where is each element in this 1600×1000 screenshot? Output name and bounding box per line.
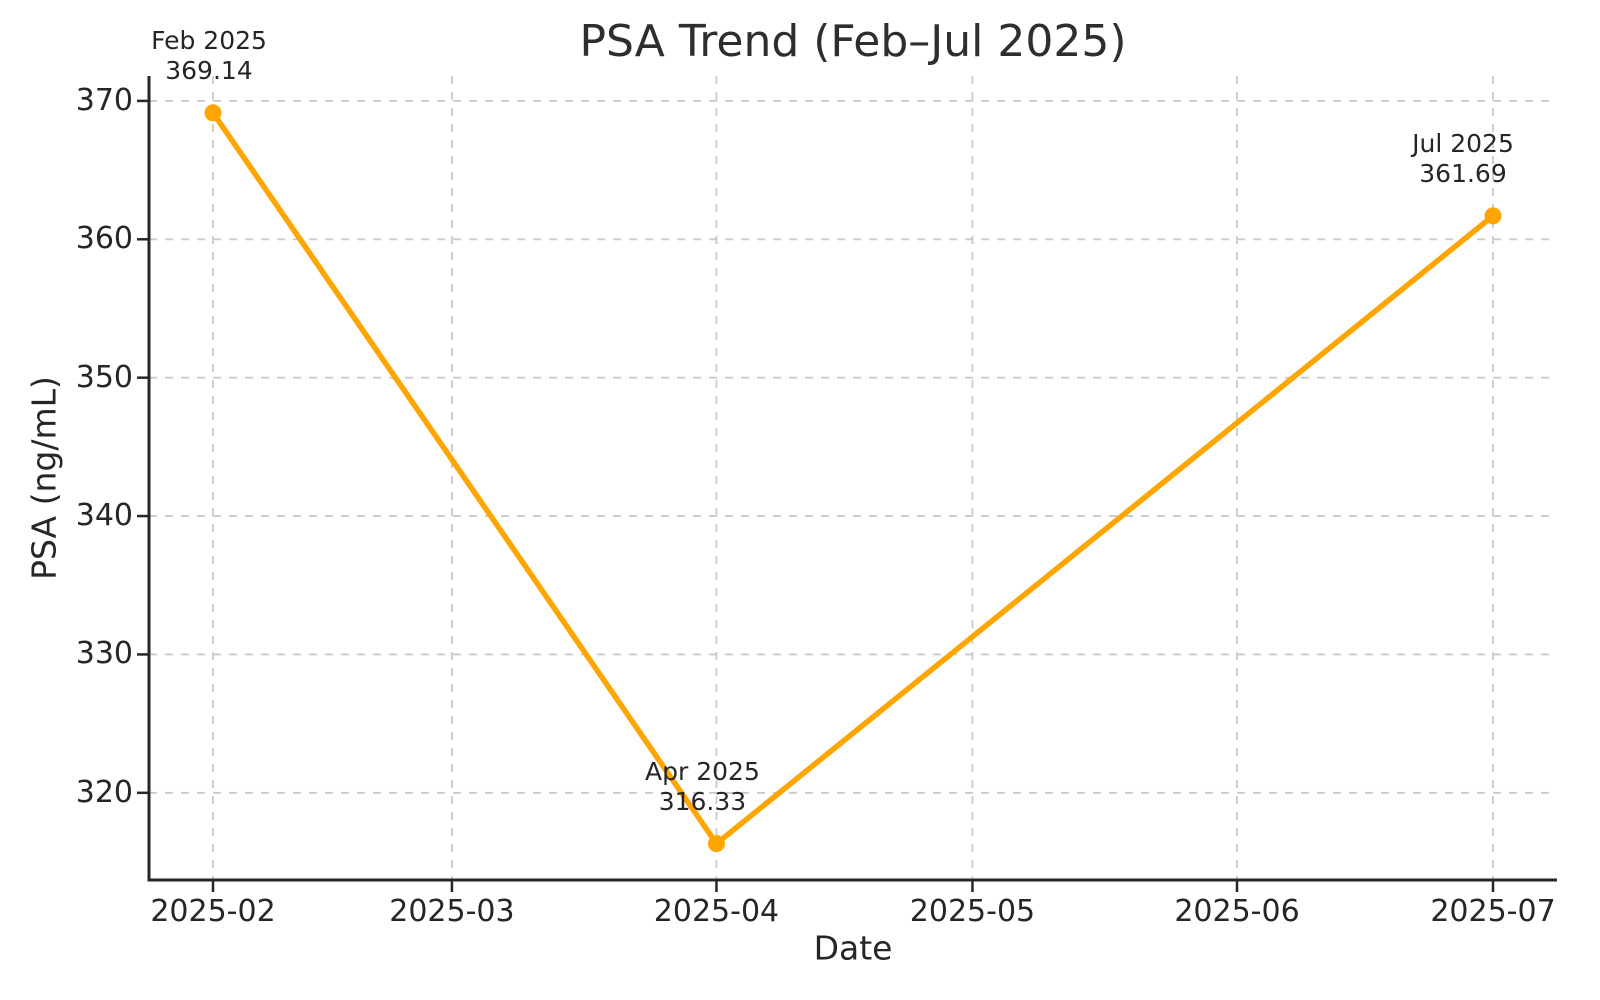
y-tick-label: 370	[75, 82, 133, 118]
x-tick-label: 2025-06	[1174, 894, 1300, 929]
y-tick-label: 350	[75, 359, 133, 395]
annotation-value: 361.69	[1419, 158, 1507, 188]
x-tick-label: 2025-04	[653, 894, 780, 929]
y-tick-label: 330	[75, 636, 133, 672]
point-annotation: Feb 2025 369.14	[151, 26, 267, 86]
y-tick-label: 340	[75, 498, 133, 534]
trend-line	[210, 110, 1496, 847]
data-point-marker	[707, 835, 725, 853]
y-tick-label: 360	[75, 221, 133, 257]
annotation-date: Feb 2025	[151, 25, 267, 55]
data-point-marker	[204, 104, 222, 122]
x-tick-label: 2025-05	[909, 894, 1036, 929]
annotation-value: 369.14	[165, 55, 253, 85]
data-point-marker	[1484, 207, 1502, 225]
point-annotation: Jul 2025 361.69	[1412, 129, 1514, 189]
point-annotation: Apr 2025 316.33	[645, 757, 760, 817]
x-axis-label: Date	[813, 928, 893, 968]
annotation-value: 316.33	[658, 786, 747, 816]
chart-title: PSA Trend (Feb–Jul 2025)	[579, 16, 1127, 67]
x-tick-label: 2025-07	[1430, 894, 1556, 929]
y-axis-label: PSA (ng/mL)	[24, 376, 64, 580]
annotation-date: Jul 2025	[1412, 128, 1514, 158]
annotation-date: Apr 2025	[645, 756, 760, 786]
y-tick-label: 320	[75, 774, 133, 810]
x-tick-label: 2025-02	[150, 894, 276, 929]
x-tick-label: 2025-03	[389, 894, 515, 929]
